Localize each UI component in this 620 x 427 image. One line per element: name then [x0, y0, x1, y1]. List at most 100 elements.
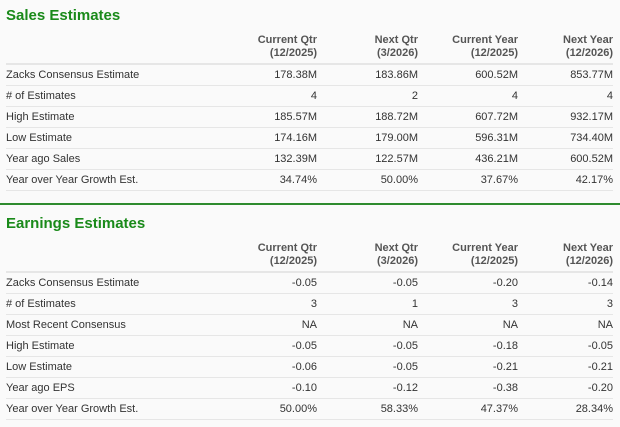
- row-label: Most Recent Consensus: [6, 314, 222, 336]
- cell-value: -0.05: [518, 335, 613, 357]
- section-divider: [0, 203, 620, 205]
- cell-value: -0.10: [222, 377, 317, 399]
- row-label: Zacks Consensus Estimate: [6, 272, 222, 294]
- cell-value: 607.72M: [418, 106, 518, 128]
- table-row: Year ago EPS -0.10 -0.12 -0.38 -0.20: [6, 377, 613, 399]
- column-period: (12/2025): [470, 255, 518, 267]
- cell-value: 188.72M: [317, 106, 418, 128]
- column-header: Current Qtr (12/2025): [222, 238, 317, 273]
- cell-value: -0.18: [418, 335, 518, 357]
- table-row: Zacks Consensus Estimate 178.38M 183.86M 60…: [6, 64, 613, 86]
- column-header: Next Year (12/2026): [518, 30, 613, 65]
- cell-value: 853.77M: [518, 64, 613, 86]
- sales-estimates-table: Current Qtr (12/2025) Next Qtr (3/2026) Curr…: [6, 30, 613, 191]
- earnings-estimates-section: Earnings Estimates Current Qtr (12/2025) N…: [0, 205, 620, 420]
- header-row: Current Qtr (12/2025) Next Qtr (3/2026) Curr…: [6, 238, 613, 273]
- column-header: Current Year (12/2025): [418, 30, 518, 65]
- column-name: Current Year: [452, 242, 518, 254]
- row-label: Year ago EPS: [6, 377, 222, 399]
- cell-value: 3: [418, 293, 518, 315]
- section-title: Sales Estimates: [6, 7, 121, 24]
- cell-value: 28.34%: [518, 398, 613, 420]
- cell-value: 4: [518, 85, 613, 107]
- cell-value: 50.00%: [222, 398, 317, 420]
- earnings-estimates-table: Current Qtr (12/2025) Next Qtr (3/2026) Curr…: [6, 238, 613, 420]
- table-row: Low Estimate -0.06 -0.05 -0.21 -0.21: [6, 356, 613, 378]
- header-row: Current Qtr (12/2025) Next Qtr (3/2026) Curr…: [6, 30, 613, 65]
- cell-value: -0.21: [418, 356, 518, 378]
- column-name: Current Year: [452, 34, 518, 46]
- row-label: Zacks Consensus Estimate: [6, 64, 222, 86]
- cell-value: -0.21: [518, 356, 613, 378]
- cell-value: 600.52M: [418, 64, 518, 86]
- table-row: Year ago Sales 132.39M 122.57M 436.21M 600.5…: [6, 148, 613, 170]
- column-header: Next Qtr (3/2026): [317, 238, 418, 273]
- cell-value: -0.05: [222, 335, 317, 357]
- cell-value: 3: [222, 293, 317, 315]
- cell-value: 178.38M: [222, 64, 317, 86]
- cell-value: 58.33%: [317, 398, 418, 420]
- cell-value: -0.05: [317, 272, 418, 294]
- cell-value: -0.20: [518, 377, 613, 399]
- table-row: Year over Year Growth Est. 50.00% 58.33% 47…: [6, 398, 613, 420]
- table-row: # of Estimates 3 1 3 3: [6, 293, 613, 315]
- cell-value: 2: [317, 85, 418, 107]
- row-label: Year over Year Growth Est.: [6, 169, 222, 191]
- cell-value: 183.86M: [317, 64, 418, 86]
- cell-value: -0.06: [222, 356, 317, 378]
- header-blank: [6, 30, 222, 65]
- row-label: # of Estimates: [6, 85, 222, 107]
- cell-value: 42.17%: [518, 169, 613, 191]
- table-row: Year over Year Growth Est. 34.74% 50.00% 37…: [6, 169, 613, 191]
- cell-value: NA: [418, 314, 518, 336]
- cell-value: -0.12: [317, 377, 418, 399]
- cell-value: 47.37%: [418, 398, 518, 420]
- column-header: Current Qtr (12/2025): [222, 30, 317, 65]
- section-title: Earnings Estimates: [6, 215, 146, 232]
- column-period: (12/2025): [269, 255, 317, 267]
- table-row: # of Estimates 4 2 4 4: [6, 85, 613, 107]
- column-name: Current Qtr: [257, 34, 317, 46]
- cell-value: 174.16M: [222, 127, 317, 149]
- column-header: Next Qtr (3/2026): [317, 30, 418, 65]
- row-label: Low Estimate: [6, 356, 222, 378]
- row-label: Year ago Sales: [6, 148, 222, 170]
- cell-value: 932.17M: [518, 106, 613, 128]
- cell-value: NA: [317, 314, 418, 336]
- column-name: Next Year: [563, 34, 613, 46]
- cell-value: -0.14: [518, 272, 613, 294]
- row-label: Low Estimate: [6, 127, 222, 149]
- cell-value: 50.00%: [317, 169, 418, 191]
- column-name: Next Qtr: [374, 242, 418, 254]
- cell-value: -0.05: [317, 356, 418, 378]
- cell-value: NA: [222, 314, 317, 336]
- column-period: (12/2025): [269, 47, 317, 59]
- row-label: # of Estimates: [6, 293, 222, 315]
- column-name: Next Year: [563, 242, 613, 254]
- cell-value: 37.67%: [418, 169, 518, 191]
- cell-value: 3: [518, 293, 613, 315]
- column-period: (3/2026): [377, 255, 418, 267]
- header-blank: [6, 238, 222, 273]
- cell-value: 436.21M: [418, 148, 518, 170]
- cell-value: 132.39M: [222, 148, 317, 170]
- row-label: High Estimate: [6, 106, 222, 128]
- cell-value: 34.74%: [222, 169, 317, 191]
- column-period: (12/2025): [470, 47, 518, 59]
- cell-value: 4: [418, 85, 518, 107]
- cell-value: 179.00M: [317, 127, 418, 149]
- cell-value: 734.40M: [518, 127, 613, 149]
- cell-value: -0.20: [418, 272, 518, 294]
- row-label: Year over Year Growth Est.: [6, 398, 222, 420]
- cell-value: 596.31M: [418, 127, 518, 149]
- cell-value: 1: [317, 293, 418, 315]
- table-row: Low Estimate 174.16M 179.00M 596.31M 734.40M: [6, 127, 613, 149]
- row-label: High Estimate: [6, 335, 222, 357]
- cell-value: -0.05: [317, 335, 418, 357]
- cell-value: 122.57M: [317, 148, 418, 170]
- sales-estimates-section: Sales Estimates Current Qtr (12/2025) Next…: [0, 0, 620, 191]
- column-header: Next Year (12/2026): [518, 238, 613, 273]
- cell-value: 185.57M: [222, 106, 317, 128]
- table-row: High Estimate 185.57M 188.72M 607.72M 932.17…: [6, 106, 613, 128]
- table-row: High Estimate -0.05 -0.05 -0.18 -0.05: [6, 335, 613, 357]
